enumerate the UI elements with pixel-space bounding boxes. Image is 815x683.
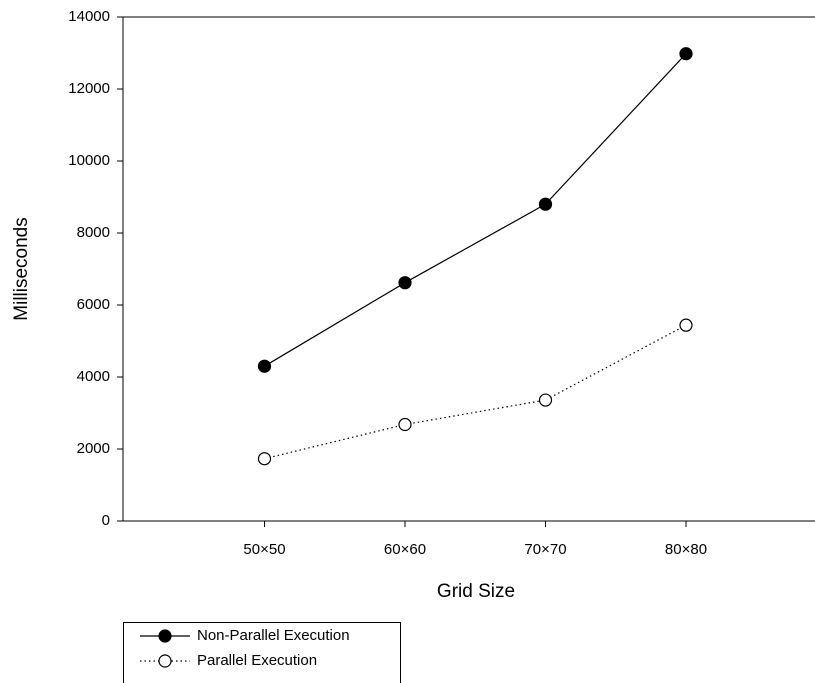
y-tick-label: 4000 [77, 368, 110, 385]
y-tick-label: 0 [102, 512, 110, 529]
x-tick-label: 80×80 [665, 541, 707, 558]
x-tick-label: 50×50 [243, 541, 285, 558]
x-axis-title: Grid Size [437, 581, 515, 602]
data-point [538, 197, 553, 211]
y-tick-label: 12000 [68, 80, 110, 97]
data-point [257, 359, 272, 373]
legend-box [123, 622, 401, 683]
legend-marker [158, 654, 172, 668]
x-tick-label: 70×70 [524, 541, 566, 558]
series-line [264, 53, 687, 367]
legend-label: Parallel Execution [197, 652, 317, 669]
legend-label: Non-Parallel Execution [197, 627, 350, 644]
legend-marker [158, 629, 172, 643]
y-tick-label: 2000 [77, 440, 110, 457]
data-point [679, 318, 693, 332]
data-point [398, 276, 412, 290]
data-point [538, 393, 553, 407]
data-point [398, 417, 412, 432]
series-line [264, 324, 687, 460]
data-point [257, 452, 272, 466]
data-point [679, 47, 693, 61]
y-tick-label: 10000 [68, 152, 110, 169]
y-tick-label: 6000 [77, 296, 110, 313]
y-axis-title: Milliseconds [11, 217, 32, 320]
y-tick-label: 8000 [77, 224, 110, 241]
x-tick-label: 60×60 [384, 541, 426, 558]
y-tick-label: 14000 [68, 8, 110, 25]
